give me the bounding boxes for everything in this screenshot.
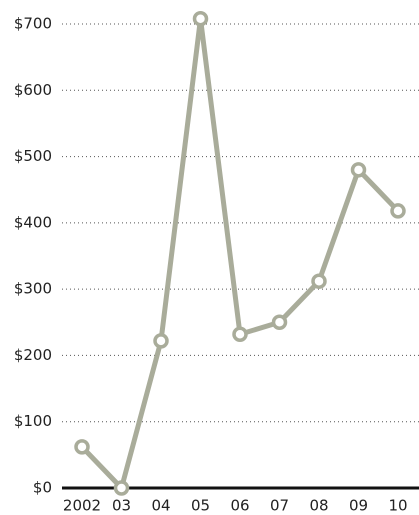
x-tick-label: 07 [270,497,289,515]
point [390,203,406,219]
x-tick-label: 08 [309,497,328,515]
y-tick-label: $200 [14,346,52,364]
y-tick-label: $100 [14,412,52,430]
point [113,480,130,496]
point [232,326,248,342]
x-tick-label: 04 [151,497,170,515]
x-tick-label: 09 [349,497,368,515]
y-tick-label: $600 [14,81,52,99]
x-tick-label: 06 [230,497,249,515]
y-tick-label: $0 [33,479,52,497]
line [80,16,400,491]
y-tick-label: $300 [14,280,52,298]
point [311,273,327,289]
y-tick-label: $400 [14,213,52,231]
point [350,162,367,178]
x-tick-label: 03 [112,497,131,515]
x-tick-label: 10 [388,497,407,515]
point [271,314,288,331]
point [74,439,90,455]
point [192,10,209,27]
x-tick-label: 05 [191,497,210,515]
y-tick-label: $700 [14,15,52,33]
x-tick-label: 2002 [63,497,101,515]
y-tick-label: $500 [14,147,52,165]
point [153,333,169,349]
